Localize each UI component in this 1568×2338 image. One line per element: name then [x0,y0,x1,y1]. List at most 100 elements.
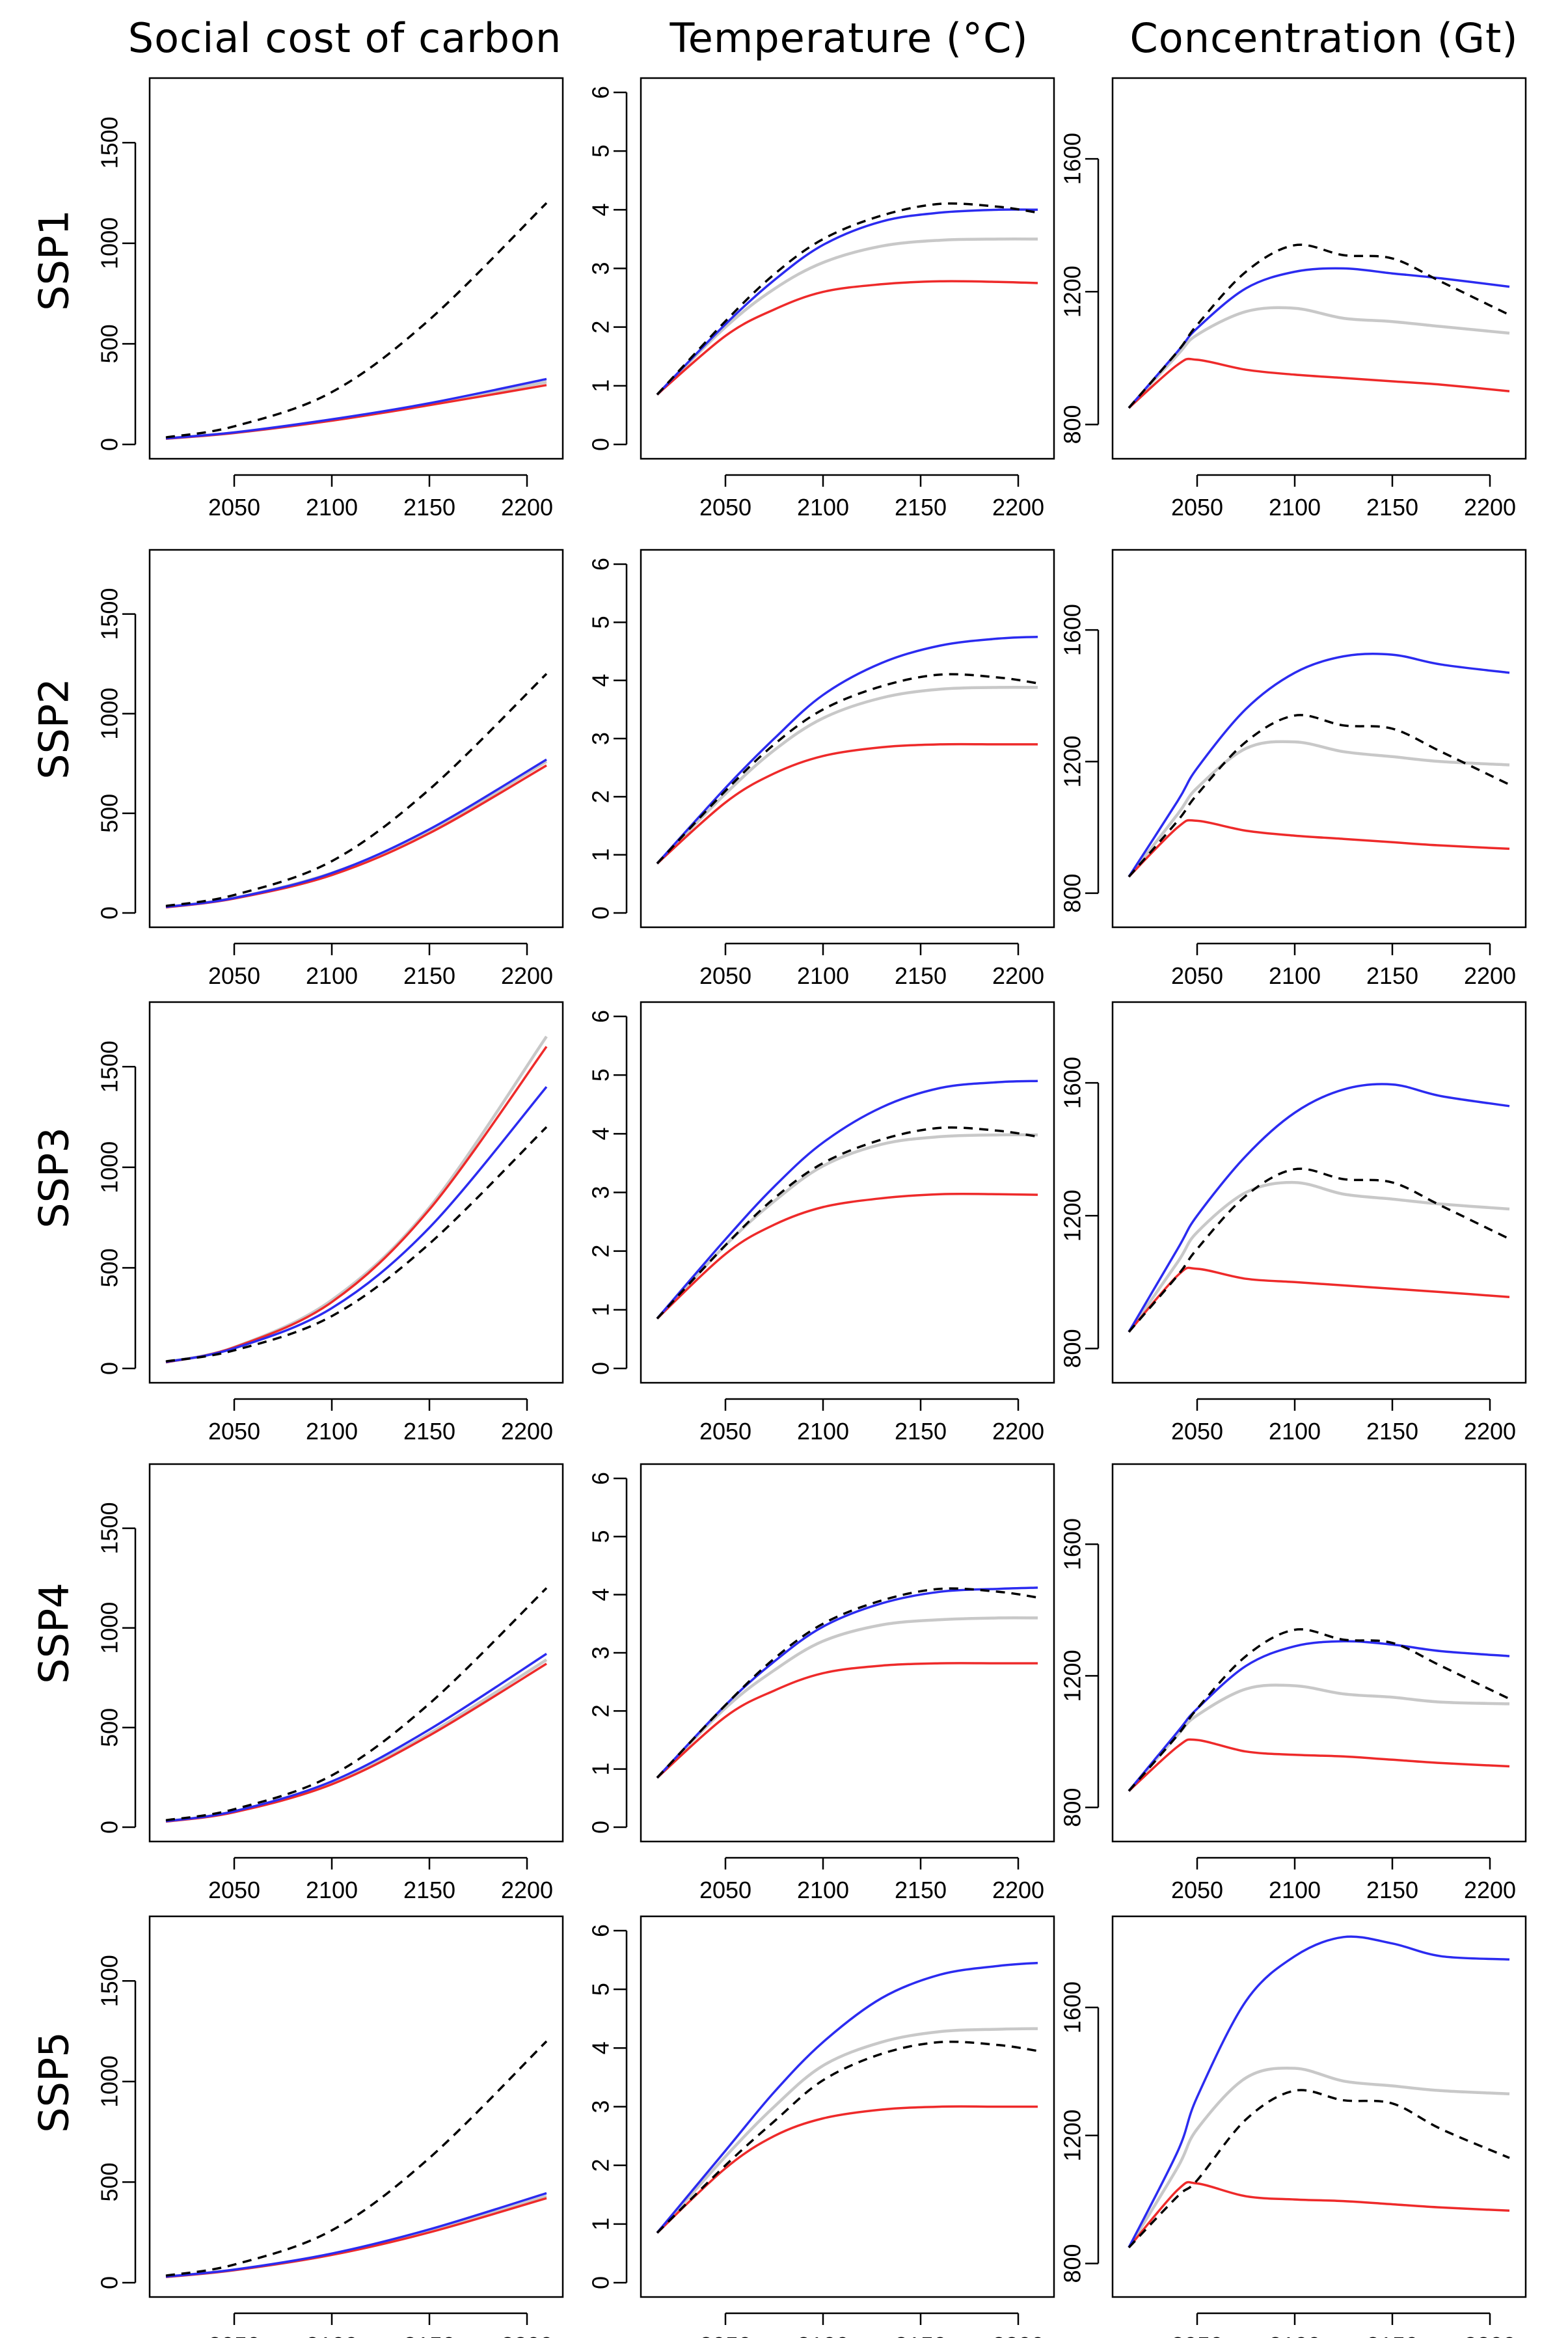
y-tick-label: 3 [588,732,614,745]
y-tick-label: 800 [1059,2244,1086,2283]
x-tick-label: 2150 [403,962,455,989]
series-line-baseline [656,1126,1038,1320]
y-tick-label: 5 [588,1983,614,1996]
x-tick-label: 2050 [208,962,260,989]
panel-ssp1-social-cost-of-carbon: 0 500 1000 1500 2050 2100 2150 2200 [96,77,564,521]
x-tick-label: 2200 [992,1877,1044,1903]
y-tick-label: 2 [588,790,614,803]
y-tick-label: 800 [1059,405,1086,444]
series-line-red [656,1662,1038,1779]
x-tick-label: 2150 [895,2332,947,2338]
series-line-gray [656,1133,1038,1320]
y-tick-label: 1600 [1059,1057,1086,1109]
x-tick-label: 2150 [403,2332,455,2338]
series-line-gray [1128,1683,1510,1792]
y-tick-label: 1 [588,2218,614,2231]
series-line-baseline [656,2040,1038,2234]
x-tick-label: 2050 [1171,1418,1223,1445]
y-tick-label: 1000 [96,2056,123,2108]
x-tick-label: 2050 [208,2332,260,2338]
y-tick-label: 1 [588,1303,614,1316]
series-line-blue [1128,652,1510,878]
series-line-baseline [165,1587,548,1822]
x-tick-label: 2100 [797,2332,849,2338]
y-tick-label: 0 [588,906,614,919]
row-label-ssp3-wrap: SSP3 [18,1080,90,1275]
y-tick-label: 1600 [1059,1981,1086,2033]
x-tick-label: 2050 [699,962,751,989]
x-tick-label: 2200 [1464,2332,1516,2338]
series-line-blue [165,2192,547,2278]
column-title-concentration: Concentration (Gt) [1129,14,1519,62]
y-tick-label: 6 [588,558,614,571]
row-label-ssp1-wrap: SSP1 [18,163,90,358]
x-tick-label: 2050 [1171,2332,1223,2338]
series-line-baseline [1128,1167,1510,1333]
panel-ssp5-social-cost-of-carbon: 0 500 1000 1500 2050 2100 2150 2200 [96,1915,564,2338]
series-line-red [165,1663,547,1823]
x-tick-label: 2200 [1464,962,1516,989]
plot-frame [640,1001,1055,1384]
series-line-gray [165,1658,548,1823]
x-tick-label: 2050 [1171,494,1223,521]
series-line-red [656,280,1038,396]
y-tick-label: 0 [96,2276,123,2289]
series-line-blue [165,377,547,440]
y-tick-label: 0 [96,1362,123,1375]
plot-frame [1111,1915,1527,2298]
series-line-gray [1128,740,1510,878]
y-tick-label: 0 [588,2276,614,2289]
y-tick-label: 1500 [96,1955,123,2007]
y-tick-label: 1500 [96,1502,123,1555]
series-line-blue [165,1086,548,1363]
panel-ssp5-temperature-c: 0 1 2 3 4 5 6 2050 2100 2150 2200 [588,1915,1055,2338]
x-tick-label: 2200 [992,2332,1044,2338]
y-tick-label: 3 [588,1646,614,1659]
y-tick-label: 1000 [96,1602,123,1654]
y-tick-label: 1600 [1059,1518,1086,1570]
y-tick-label: 4 [588,1127,614,1140]
y-tick-label: 0 [96,1821,123,1834]
panel-ssp4-temperature-c: 0 1 2 3 4 5 6 2050 2100 2150 2200 [588,1463,1055,1903]
x-tick-label: 2200 [501,962,553,989]
y-tick-label: 0 [588,1362,614,1375]
panel-ssp1-concentration-gt: 800 1200 1600 2050 2100 2150 2200 [1059,77,1527,521]
row-label-ssp2-wrap: SSP2 [18,631,90,826]
panel-ssp2-concentration-gt: 800 1200 1600 2050 2100 2150 2200 [1059,549,1527,989]
series-line-gray [1128,1180,1510,1333]
plot-frame [148,1915,564,2298]
series-line-blue [1128,1640,1510,1792]
series-line-blue [165,1653,547,1823]
series-line-blue [1128,1083,1510,1333]
series-line-red [165,1046,548,1364]
series-line-baseline [1128,1628,1510,1792]
x-tick-label: 2050 [699,1418,751,1445]
y-tick-label: 3 [588,1186,614,1199]
y-tick-label: 4 [588,674,614,687]
y-tick-label: 1000 [96,217,123,269]
x-tick-label: 2100 [306,1418,358,1445]
series-line-gray [656,238,1038,396]
series-line-blue [165,758,547,908]
x-tick-label: 2150 [403,1418,455,1445]
series-line-baseline [1128,243,1510,409]
x-tick-label: 2100 [797,494,849,521]
series-line-gray [656,685,1038,865]
series-line-baseline [165,202,548,439]
y-tick-label: 5 [588,616,614,629]
series-line-baseline [165,2040,548,2277]
x-tick-label: 2100 [306,494,358,521]
series-line-red [1128,1738,1510,1792]
y-tick-label: 5 [588,144,614,157]
series-line-red [1128,357,1510,409]
panel-ssp1-temperature-c: 0 1 2 3 4 5 6 2050 2100 2150 2200 [588,77,1055,521]
panel-ssp2-social-cost-of-carbon: 0 500 1000 1500 2050 2100 2150 2200 [96,549,564,989]
x-tick-label: 2100 [1269,1418,1321,1445]
x-tick-label: 2100 [306,2332,358,2338]
y-tick-label: 1500 [96,116,123,169]
y-tick-label: 6 [588,1472,614,1485]
y-tick-label: 1500 [96,588,123,640]
x-tick-label: 2100 [306,1877,358,1903]
plot-frame [148,1001,564,1384]
